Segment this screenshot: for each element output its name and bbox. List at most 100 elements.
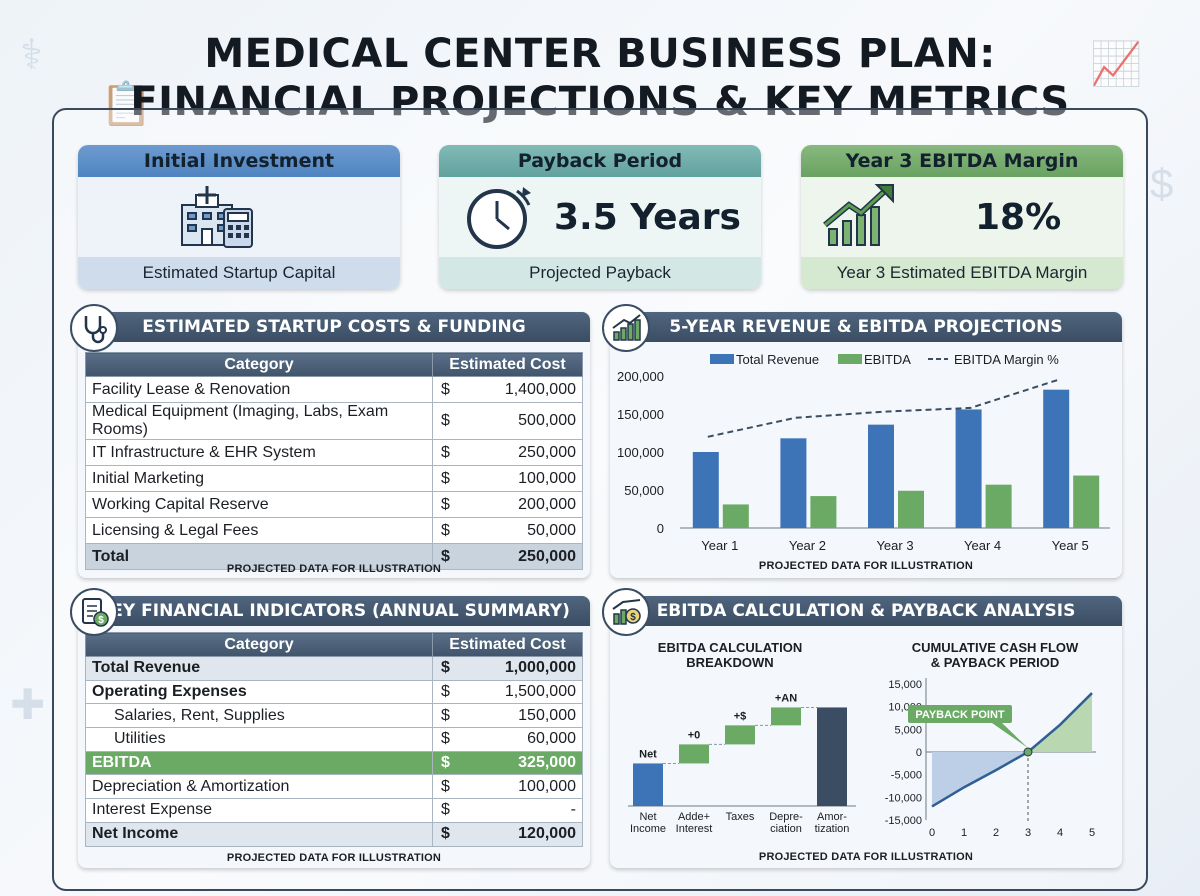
x-tick-label: 1 bbox=[961, 827, 967, 839]
hospital-calculator-icon bbox=[181, 186, 253, 248]
row-label: Total bbox=[85, 543, 433, 570]
clock-icon bbox=[467, 187, 531, 249]
revenue-bar bbox=[1043, 389, 1070, 528]
y-tick-label: 200,000 bbox=[617, 369, 664, 384]
y-tick-label: -15,000 bbox=[885, 815, 922, 827]
document-dollar-icon: $ bbox=[70, 588, 118, 636]
row-currency: $ bbox=[431, 402, 457, 440]
revenue-bar bbox=[692, 452, 719, 528]
kpi-footer: Projected Payback bbox=[439, 257, 761, 289]
ebitda-waterfall-chart: EBITDA CALCULATIONBREAKDOWNNetNetIncome+… bbox=[628, 640, 856, 835]
revenue-bar bbox=[780, 438, 807, 528]
row-label: Initial Marketing bbox=[85, 465, 433, 492]
row-value: 1,400,000 bbox=[456, 376, 583, 403]
col-cost: Estimated Cost bbox=[432, 632, 583, 657]
revenue-ebitda-chart: Total Revenue EBITDA EBITDA Margin % 0 50,00… bbox=[617, 352, 1110, 553]
bar-label: Net bbox=[639, 748, 657, 760]
margin-line bbox=[707, 378, 1059, 438]
x-tick-label: 4 bbox=[1057, 827, 1063, 839]
payback-label: PAYBACK POINT bbox=[915, 709, 1005, 721]
row-label: Facility Lease & Renovation bbox=[85, 376, 433, 403]
indicators-table: Category Estimated Cost Total Revenue $1,… bbox=[85, 632, 583, 847]
ebitda-bar bbox=[722, 504, 749, 528]
revenue-projection-panel: 5-YEAR REVENUE & EBITDA PROJECTIONS Tota… bbox=[602, 304, 1122, 578]
kpi-value: 18% bbox=[975, 197, 1062, 238]
row-label: Medical Equipment (Imaging, Labs, Exam R… bbox=[85, 402, 433, 440]
row-value: - bbox=[456, 798, 583, 823]
table-row: Working Capital Reserve $200,000 bbox=[85, 491, 583, 518]
row-value: 100,000 bbox=[456, 774, 583, 800]
x-tick-label: Depre- bbox=[769, 811, 803, 823]
legend-label: EBITDA Margin % bbox=[954, 352, 1059, 367]
panel-title: ESTIMATED STARTUP COSTS & FUNDING bbox=[78, 312, 590, 342]
cash-flow-title: CUMULATIVE CASH FLOW bbox=[912, 640, 1079, 655]
startup-costs-panel: ESTIMATED STARTUP COSTS & FUNDING Catego… bbox=[70, 304, 590, 578]
row-value: 60,000 bbox=[456, 727, 583, 752]
y-tick-label: 150,000 bbox=[617, 407, 664, 422]
startup-costs-table: Category Estimated Cost Facility Lease &… bbox=[85, 352, 583, 570]
row-value: 1,000,000 bbox=[456, 656, 583, 681]
x-tick-label: 5 bbox=[1089, 827, 1095, 839]
table-row: Operating Expenses $1,500,000 bbox=[85, 679, 583, 705]
table-row: Total Revenue $1,000,000 bbox=[85, 656, 583, 681]
revenue-bar bbox=[868, 424, 894, 528]
cash-flow-title: & PAYBACK PERIOD bbox=[931, 655, 1060, 670]
row-currency: $ bbox=[431, 821, 457, 847]
x-tick-label: Year 5 bbox=[1052, 538, 1089, 553]
row-value: 150,000 bbox=[456, 703, 583, 729]
ebitda-bar bbox=[985, 484, 1012, 528]
ebitda-bar bbox=[898, 490, 924, 528]
table-row: Utilities $60,000 bbox=[85, 727, 583, 752]
x-tick-label: Income bbox=[630, 823, 666, 835]
kpi-header: Year 3 EBITDA Margin bbox=[801, 145, 1123, 177]
row-currency: $ bbox=[431, 517, 457, 544]
legend-label: EBITDA bbox=[864, 352, 911, 367]
y-tick-label: 0 bbox=[916, 747, 922, 759]
table-row: Medical Equipment (Imaging, Labs, Exam R… bbox=[85, 402, 583, 440]
x-tick-label: 3 bbox=[1025, 827, 1031, 839]
y-tick-label: -10,000 bbox=[885, 792, 922, 804]
table-row: Net Income $120,000 bbox=[85, 821, 583, 847]
row-currency: $ bbox=[431, 798, 457, 823]
revenue-bar bbox=[955, 409, 982, 528]
waterfall-title: BREAKDOWN bbox=[686, 655, 773, 670]
row-label: Salaries, Rent, Supplies bbox=[85, 703, 433, 729]
row-label: Total Revenue bbox=[85, 656, 433, 681]
table-row: Facility Lease & Renovation $1,400,000 bbox=[85, 376, 583, 403]
kpi-header: Payback Period bbox=[439, 145, 761, 177]
row-label: Working Capital Reserve bbox=[85, 491, 433, 518]
legend-swatch bbox=[838, 354, 862, 364]
x-tick-label: Interest bbox=[676, 823, 713, 835]
x-tick-label: tization bbox=[815, 823, 850, 835]
x-tick-label: Year 3 bbox=[876, 538, 913, 553]
cash-flow-chart: CUMULATIVE CASH FLOW& PAYBACK PERIOD15,0… bbox=[885, 640, 1096, 839]
table-row: Licensing & Legal Fees $50,000 bbox=[85, 517, 583, 544]
page-title: MEDICAL CENTER BUSINESS PLAN: FINANCIAL … bbox=[130, 31, 1070, 125]
x-tick-label: ciation bbox=[770, 823, 802, 835]
row-currency: $ bbox=[431, 491, 457, 518]
row-currency: $ bbox=[431, 656, 457, 681]
stethoscope-icon: ⚕ bbox=[20, 31, 43, 78]
row-label: Licensing & Legal Fees bbox=[85, 517, 433, 544]
kpi-header: Initial Investment bbox=[78, 145, 400, 177]
x-tick-label: 2 bbox=[993, 827, 999, 839]
legend-label: Total Revenue bbox=[736, 352, 819, 367]
panel-title: KEY FINANCIAL INDICATORS (ANNUAL SUMMARY… bbox=[78, 596, 590, 626]
x-tick-label: Year 4 bbox=[964, 538, 1001, 553]
row-label: Net Income bbox=[85, 821, 433, 847]
kpi-footer: Year 3 Estimated EBITDA Margin bbox=[801, 257, 1123, 289]
col-cost: Estimated Cost bbox=[432, 352, 583, 377]
panel-title: EBITDA CALCULATION & PAYBACK ANALYSIS bbox=[610, 596, 1122, 626]
y-tick-label: 0 bbox=[657, 521, 664, 536]
positive-area bbox=[1028, 693, 1092, 752]
waterfall-bar bbox=[679, 744, 709, 764]
row-currency: $ bbox=[431, 376, 457, 403]
row-label: EBITDA bbox=[85, 750, 433, 776]
payback-pointer bbox=[992, 723, 1028, 748]
illustration-note: PROJECTED DATA FOR ILLUSTRATION bbox=[226, 563, 442, 575]
row-label: Depreciation & Amortization bbox=[85, 774, 433, 800]
waterfall-bar bbox=[725, 725, 755, 745]
row-currency: $ bbox=[431, 774, 457, 800]
kpi-footer: Estimated Startup Capital bbox=[78, 257, 400, 289]
row-label: Interest Expense bbox=[85, 798, 433, 823]
